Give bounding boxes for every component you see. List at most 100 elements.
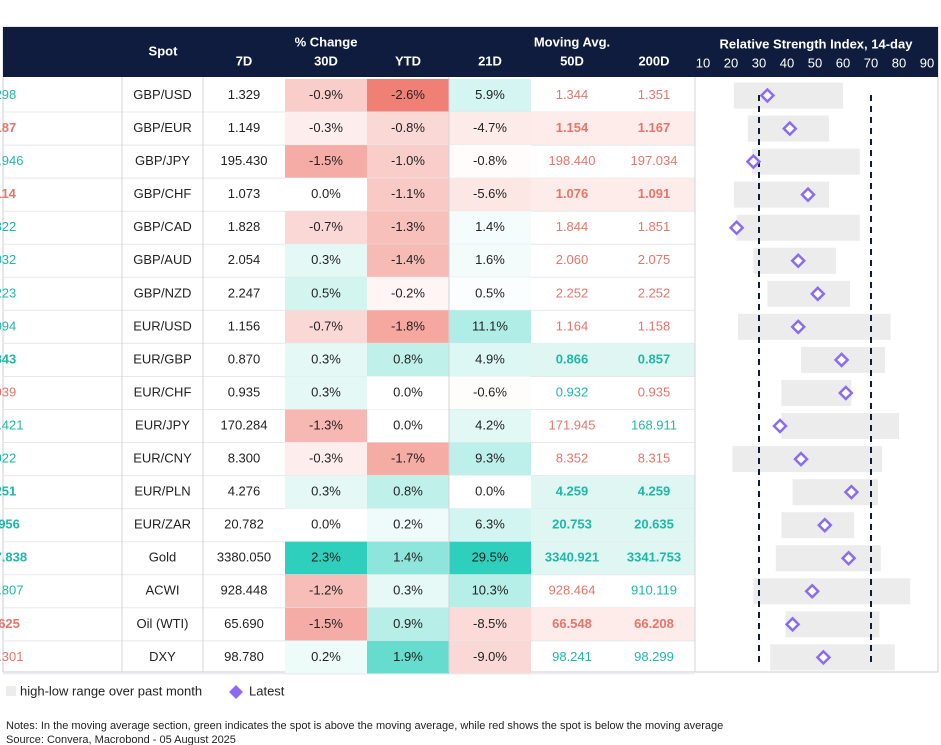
- cell: 98.780: [224, 649, 264, 664]
- cell: 928.464: [549, 583, 596, 598]
- heat-cell: [367, 409, 449, 443]
- x-tick-label: 80: [892, 55, 906, 70]
- cell: 1.091: [638, 186, 671, 201]
- latest-marker: [843, 484, 860, 500]
- x-tick-label: 90: [920, 55, 934, 70]
- cell: 0.3%: [311, 351, 341, 366]
- header: Moving Avg.: [534, 34, 610, 49]
- cell: 1.149: [228, 120, 261, 135]
- cell: 1.154: [556, 120, 589, 135]
- cell: 0.8%: [393, 484, 423, 499]
- chart-title: Relative Strength Index, 14-day: [720, 36, 914, 51]
- cell: -0.3%: [309, 120, 343, 135]
- cell: 8.352: [556, 451, 589, 466]
- cell: -0.3%: [309, 451, 343, 466]
- range-bar: [775, 545, 881, 572]
- cell: 863.807: [0, 583, 24, 598]
- heat-cell: [367, 574, 449, 608]
- cell: 4.9%: [475, 351, 505, 366]
- row-label: EUR/USD: [133, 318, 192, 333]
- cell: 1.114: [0, 186, 17, 201]
- x-tick-label: 40: [780, 55, 794, 70]
- cell: 0.857: [638, 351, 671, 366]
- header: YTD: [395, 53, 421, 68]
- cell: 0.3%: [311, 484, 341, 499]
- x-tick-label: 70: [864, 55, 878, 70]
- heat-cell: [285, 79, 367, 113]
- heat-cell: [449, 178, 531, 212]
- heat-cell: [285, 442, 367, 476]
- row-label: Gold: [149, 550, 176, 565]
- heat-cell: [449, 343, 531, 377]
- header: Spot: [149, 43, 179, 58]
- heat-cell: [285, 409, 367, 443]
- range-bar: [736, 214, 860, 241]
- cell: -1.8%: [391, 318, 425, 333]
- heat-cell: [367, 541, 449, 575]
- heat-cell: [367, 376, 449, 410]
- cell: 1.158: [638, 318, 671, 333]
- heat-cell: [367, 244, 449, 278]
- heat-cell: [449, 112, 531, 146]
- cell: 2.252: [638, 285, 671, 300]
- cell: 3340.921: [545, 550, 599, 565]
- cell: 2.075: [638, 252, 671, 267]
- heat-cell: [449, 508, 531, 542]
- cell: -5.6%: [473, 186, 507, 201]
- cell: 98.299: [634, 649, 674, 664]
- cell: -1.5%: [309, 616, 343, 631]
- cell: 66.548: [552, 616, 592, 631]
- cell: 0.8%: [393, 351, 423, 366]
- cell: 0.3%: [393, 583, 423, 598]
- row-label: Oil (WTI): [137, 616, 189, 631]
- cell: 171.945: [549, 417, 596, 432]
- heat-cell: [285, 211, 367, 245]
- cell: 5.9%: [475, 87, 505, 102]
- cell: 19.956: [0, 517, 20, 532]
- heat-cell: [449, 475, 531, 509]
- cell: 0.932: [556, 384, 589, 399]
- cell: -0.9%: [309, 87, 343, 102]
- latest-marker: [838, 385, 854, 401]
- heat-cell: [285, 607, 367, 641]
- cell: 1.344: [556, 87, 589, 102]
- latest-marker: [815, 649, 832, 666]
- row-label: EUR/CNY: [133, 451, 192, 466]
- heat-cell: [449, 376, 531, 410]
- x-tick-label: 30: [752, 55, 766, 70]
- cell: 0.843: [0, 351, 16, 366]
- cell: 197.034: [631, 153, 678, 168]
- heat-cell: [285, 574, 367, 608]
- range-bar: [770, 644, 895, 671]
- latest-marker: [782, 120, 798, 137]
- header: % Change: [295, 34, 358, 49]
- heat-cell: [285, 508, 367, 542]
- cell: 1.851: [638, 219, 671, 234]
- cell: 195.430: [221, 153, 268, 168]
- row-label: GBP/NZD: [134, 285, 192, 300]
- cell: 910.119: [631, 583, 677, 598]
- cell: 65.690: [224, 616, 264, 631]
- cell: 8.300: [228, 451, 261, 466]
- cell: 11.1%: [472, 318, 508, 333]
- heat-cell: [367, 442, 449, 476]
- cell: -1.1%: [391, 186, 425, 201]
- header: 50D: [560, 53, 584, 68]
- cell: 2.252: [556, 285, 589, 300]
- cell: 0.935: [638, 384, 671, 399]
- cell: 20.635: [634, 517, 674, 532]
- cell: -1.2%: [309, 583, 343, 598]
- cell: 0.3%: [311, 384, 341, 399]
- latest-marker: [745, 153, 762, 170]
- heat-cell: [449, 310, 531, 344]
- cell: 6.3%: [475, 517, 505, 532]
- cell: 0.5%: [475, 285, 505, 300]
- range-bar: [767, 280, 850, 307]
- heat-cell: [367, 343, 449, 377]
- header: 30D: [314, 53, 338, 68]
- cell: -0.6%: [473, 384, 507, 399]
- cell: 29.5%: [472, 550, 509, 565]
- cell: -1.3%: [309, 417, 343, 432]
- cell: 1.6%: [475, 252, 505, 267]
- heat-cell: [367, 145, 449, 179]
